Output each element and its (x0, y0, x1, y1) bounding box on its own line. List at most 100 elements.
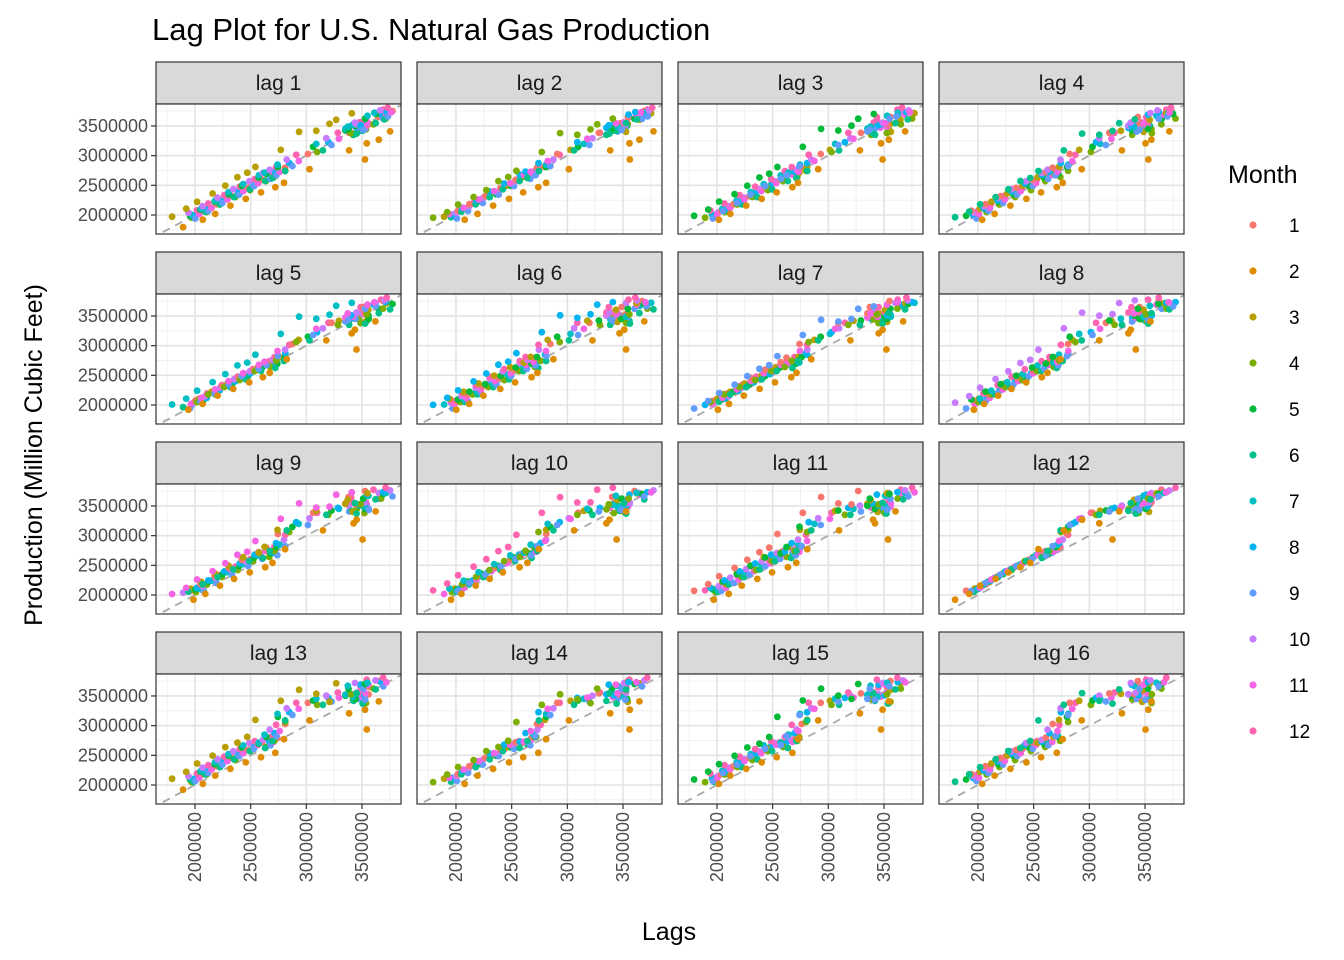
y-tick-label: 3000000 (78, 716, 148, 736)
data-point (387, 108, 395, 116)
data-point (271, 183, 279, 191)
data-point (292, 699, 300, 707)
data-point (191, 215, 199, 222)
data-point (805, 151, 813, 159)
data-point (1072, 151, 1079, 159)
data-point (796, 711, 803, 719)
data-point (541, 537, 549, 545)
data-point (261, 744, 269, 752)
panel-border (416, 673, 663, 805)
data-point (1022, 379, 1030, 386)
data-point (583, 317, 591, 325)
facet-strip (938, 441, 1185, 485)
data-point (534, 369, 541, 377)
facet-strip (416, 441, 663, 485)
data-point (982, 762, 989, 770)
data-point (773, 753, 781, 761)
data-point (199, 764, 207, 772)
data-point (636, 136, 643, 144)
legend-item: 6 (1249, 446, 1300, 467)
y-tick-label: 2500000 (78, 555, 148, 575)
data-point (1140, 500, 1147, 507)
data-point (538, 701, 546, 709)
data-point (574, 331, 582, 339)
data-point (465, 400, 473, 408)
data-point (281, 545, 289, 553)
data-point (489, 202, 497, 210)
panel-plot-area (939, 674, 1184, 804)
data-point (899, 496, 907, 503)
data-point (214, 755, 222, 763)
data-point (465, 388, 473, 395)
data-point (593, 685, 601, 692)
data-point (781, 363, 789, 371)
data-point (506, 363, 514, 371)
data-point (725, 590, 733, 598)
y-tick-label: 3500000 (78, 496, 148, 516)
data-point (542, 179, 550, 187)
facet-lag-7: lag 7 (677, 251, 924, 425)
data-point (527, 541, 535, 549)
data-point (199, 780, 207, 788)
data-point (1059, 179, 1067, 187)
data-point (884, 536, 892, 543)
data-point (873, 310, 881, 318)
data-point (1012, 184, 1020, 192)
data-point (856, 502, 864, 510)
data-point (758, 195, 766, 203)
data-point (506, 179, 514, 187)
data-point (622, 508, 630, 515)
data-point (1026, 356, 1034, 364)
data-point (606, 709, 614, 717)
data-point (197, 394, 205, 402)
data-point (777, 175, 785, 183)
data-point (245, 177, 253, 185)
data-point (640, 493, 648, 500)
data-point (817, 685, 825, 693)
facet-lag-6: lag 6 (416, 251, 663, 425)
data-point (1021, 365, 1029, 373)
data-point (522, 729, 529, 737)
data-point (460, 204, 467, 212)
data-point (364, 679, 371, 687)
data-point (319, 527, 327, 534)
data-point (892, 686, 899, 693)
data-point (867, 310, 874, 317)
data-point (898, 104, 906, 112)
data-point (345, 147, 353, 154)
data-point (1035, 167, 1042, 175)
data-point (505, 759, 513, 766)
legend-label: 5 (1289, 400, 1300, 421)
data-point (650, 127, 657, 135)
data-point (844, 129, 852, 137)
data-point (550, 355, 557, 363)
data-point (962, 405, 970, 412)
data-point (1095, 692, 1103, 700)
data-point (886, 490, 893, 498)
data-point (994, 392, 1002, 399)
data-point (266, 726, 274, 734)
data-point (201, 590, 209, 598)
data-point (486, 193, 494, 201)
facet-strip-label: lag 7 (778, 262, 824, 285)
data-point (168, 590, 176, 598)
data-point (1095, 312, 1103, 320)
data-point (1034, 362, 1042, 369)
data-point (736, 568, 743, 575)
legend-label: 4 (1289, 354, 1300, 375)
data-point (733, 761, 741, 768)
data-point (383, 294, 391, 302)
data-point (1004, 569, 1012, 576)
legend-label: 6 (1289, 446, 1300, 467)
data-point (277, 146, 285, 154)
panel-plot-area (678, 484, 923, 614)
data-point (899, 318, 907, 325)
data-point (1057, 341, 1065, 349)
data-point (179, 223, 187, 231)
data-point (605, 500, 613, 508)
data-point (482, 186, 490, 194)
data-point (227, 202, 234, 210)
data-point (906, 108, 914, 116)
data-point (193, 198, 201, 206)
data-point (370, 109, 378, 117)
